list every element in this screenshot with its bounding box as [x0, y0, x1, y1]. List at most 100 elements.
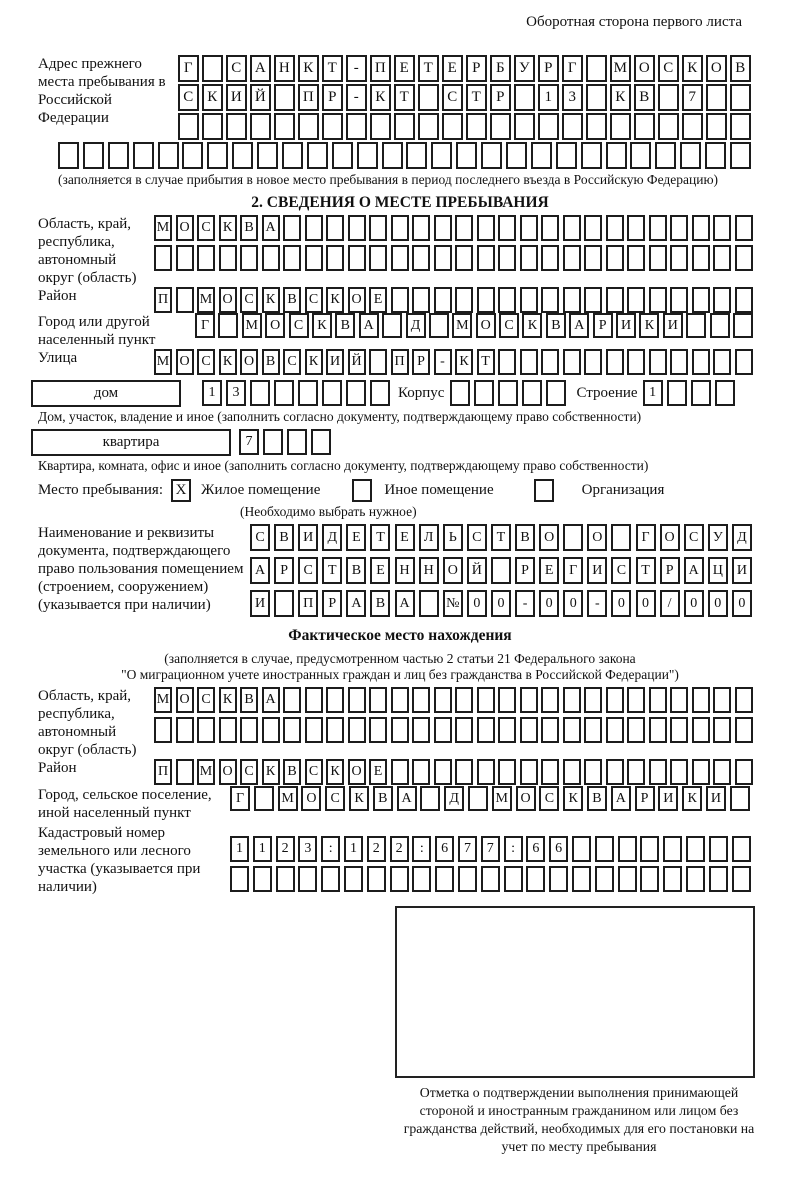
char-cell[interactable] [420, 786, 441, 811]
char-cell[interactable] [584, 759, 602, 785]
char-cell[interactable]: № [442, 590, 463, 617]
char-cell[interactable]: К [682, 55, 703, 82]
char-cell[interactable]: С [611, 557, 632, 584]
char-cell[interactable]: Р [515, 557, 536, 584]
char-cell[interactable] [369, 687, 387, 713]
char-cell[interactable]: М [452, 313, 473, 338]
char-cell[interactable] [498, 287, 516, 313]
char-cell[interactable]: М [491, 786, 512, 811]
char-cell[interactable]: О [218, 287, 237, 313]
char-cell[interactable]: 3 [226, 380, 246, 406]
char-cell[interactable]: Д [444, 786, 465, 811]
char-cell[interactable] [734, 287, 753, 313]
char-cell[interactable] [506, 142, 528, 169]
char-cell[interactable] [541, 215, 559, 241]
char-cell[interactable]: Е [346, 524, 367, 551]
char-cell[interactable]: К [682, 786, 703, 811]
char-cell[interactable] [412, 717, 430, 743]
char-cell[interactable]: О [475, 313, 496, 338]
char-cell[interactable] [648, 759, 667, 785]
char-cell[interactable]: Р [322, 590, 343, 617]
char-cell[interactable]: Р [634, 786, 655, 811]
char-cell[interactable]: Т [476, 349, 495, 375]
char-cell[interactable] [283, 717, 301, 743]
char-cell[interactable]: 0 [707, 590, 728, 617]
char-cell[interactable] [218, 245, 237, 271]
char-cell[interactable] [369, 349, 387, 375]
char-cell[interactable]: К [326, 759, 344, 785]
char-cell[interactable]: Т [490, 524, 511, 551]
char-cell[interactable]: О [515, 786, 536, 811]
char-cell[interactable] [283, 215, 301, 241]
char-cell[interactable] [197, 245, 215, 271]
char-cell[interactable] [691, 287, 710, 313]
char-cell[interactable]: М [610, 55, 631, 82]
char-cell[interactable] [713, 717, 731, 743]
char-cell[interactable] [406, 142, 428, 169]
char-cell[interactable] [455, 759, 473, 785]
char-cell[interactable] [182, 142, 204, 169]
char-cell[interactable] [708, 836, 728, 862]
char-cell[interactable]: У [707, 524, 728, 551]
char-cell[interactable] [369, 245, 387, 271]
char-cell[interactable] [648, 215, 667, 241]
char-cell[interactable]: К [348, 786, 369, 811]
char-cell[interactable] [541, 349, 559, 375]
char-cell[interactable]: М [154, 349, 172, 375]
char-cell[interactable]: К [304, 349, 323, 375]
char-cell[interactable] [627, 215, 645, 241]
char-cell[interactable] [382, 313, 403, 338]
char-cell[interactable] [175, 717, 194, 743]
char-cell[interactable] [476, 717, 495, 743]
char-cell[interactable] [202, 55, 223, 82]
char-cell[interactable] [519, 245, 538, 271]
char-cell[interactable] [663, 836, 683, 862]
char-cell[interactable] [730, 142, 752, 169]
char-cell[interactable] [627, 287, 645, 313]
char-cell[interactable] [584, 215, 602, 241]
char-cell[interactable] [431, 142, 453, 169]
char-cell[interactable] [263, 429, 283, 455]
char-cell[interactable] [734, 759, 753, 785]
char-cell[interactable] [476, 287, 495, 313]
char-cell[interactable] [519, 759, 538, 785]
char-cell[interactable]: Р [322, 84, 343, 111]
char-cell[interactable] [476, 759, 495, 785]
char-cell[interactable] [709, 313, 730, 338]
char-cell[interactable] [519, 215, 538, 241]
char-cell[interactable] [648, 349, 667, 375]
char-cell[interactable]: Н [394, 557, 415, 584]
char-cell[interactable] [584, 245, 602, 271]
char-cell[interactable] [321, 866, 341, 892]
char-cell[interactable]: И [250, 590, 270, 617]
char-cell[interactable] [390, 717, 409, 743]
char-cell[interactable] [682, 113, 703, 140]
char-cell[interactable]: 0 [611, 590, 632, 617]
char-cell[interactable]: И [616, 313, 637, 338]
char-cell[interactable] [680, 142, 702, 169]
char-cell[interactable]: В [283, 759, 301, 785]
char-cell[interactable] [648, 245, 667, 271]
char-cell[interactable] [605, 759, 624, 785]
char-cell[interactable]: 1 [202, 380, 222, 406]
char-cell[interactable]: Т [322, 557, 343, 584]
char-cell[interactable] [670, 215, 688, 241]
char-cell[interactable] [713, 245, 731, 271]
char-cell[interactable]: С [288, 313, 309, 338]
char-cell[interactable] [175, 287, 194, 313]
char-cell[interactable]: 6 [435, 836, 455, 862]
char-cell[interactable]: О [659, 524, 680, 551]
char-cell[interactable]: Д [322, 524, 343, 551]
char-cell[interactable] [562, 687, 581, 713]
char-cell[interactable] [670, 759, 688, 785]
char-cell[interactable]: Г [562, 55, 583, 82]
char-cell[interactable]: Л [418, 524, 439, 551]
char-cell[interactable] [274, 380, 294, 406]
char-cell[interactable] [562, 245, 581, 271]
char-cell[interactable]: Т [466, 84, 487, 111]
char-cell[interactable] [729, 786, 750, 811]
char-cell[interactable] [275, 866, 295, 892]
char-cell[interactable] [498, 759, 516, 785]
char-cell[interactable] [250, 380, 270, 406]
char-cell[interactable]: Й [347, 349, 366, 375]
